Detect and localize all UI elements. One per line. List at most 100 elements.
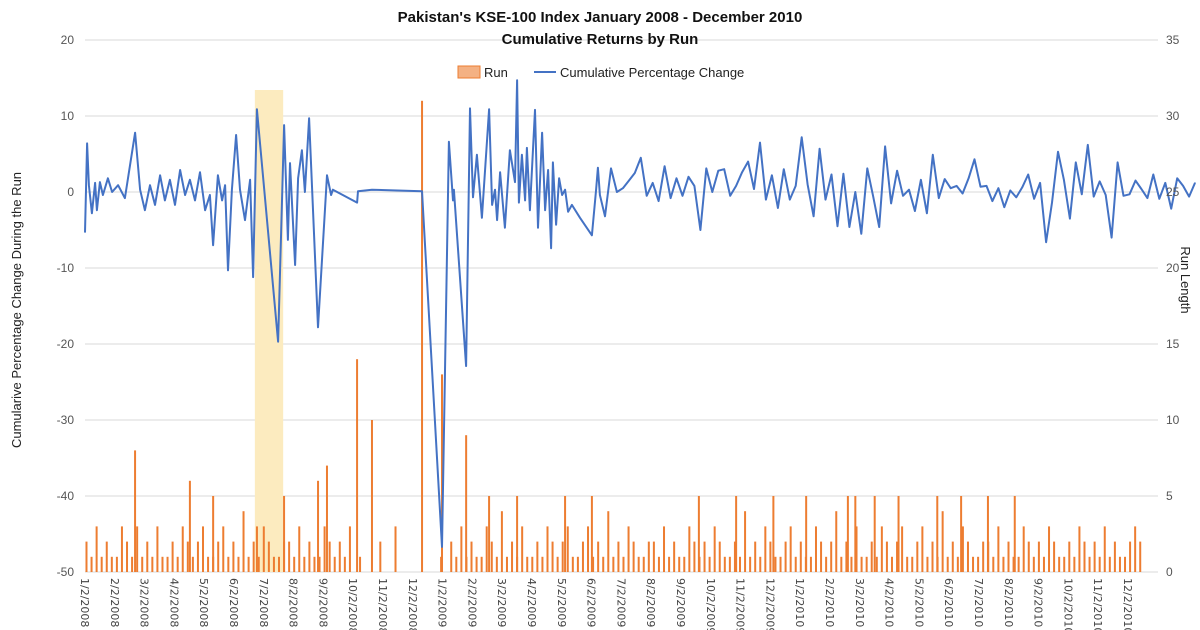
- run-bar: [1058, 556, 1061, 572]
- y-tick-label: -20: [57, 337, 75, 351]
- run-bar: [642, 556, 645, 572]
- run-bar: [754, 541, 757, 572]
- run-bar: [531, 556, 534, 572]
- line-point: [1105, 194, 1107, 196]
- run-bar: [830, 541, 833, 572]
- run-bar: [911, 556, 914, 572]
- run-bar: [1098, 556, 1101, 572]
- x-tick-label: 6/2/2010: [942, 578, 955, 627]
- line-point: [448, 141, 450, 143]
- line-point: [488, 108, 490, 110]
- line-point: [765, 199, 767, 201]
- line-point: [96, 209, 98, 211]
- run-bar: [257, 556, 260, 572]
- line-point: [967, 177, 970, 179]
- run-bar: [115, 556, 118, 572]
- cumulative-change-line: [84, 79, 1196, 548]
- run-bar: [475, 556, 478, 572]
- run-bar: [1053, 541, 1056, 572]
- line-point: [144, 209, 146, 211]
- line-point: [807, 183, 809, 185]
- legend-run-label: Run: [484, 65, 508, 80]
- line-point: [962, 192, 964, 195]
- line-point: [658, 200, 660, 202]
- line-point: [154, 204, 156, 206]
- run-bar: [946, 556, 949, 572]
- line-point: [221, 199, 223, 201]
- run-bar: [1103, 526, 1106, 572]
- line-point: [860, 233, 862, 235]
- run-bar: [961, 526, 964, 572]
- line-point: [979, 186, 982, 188]
- run-bar: [992, 556, 995, 572]
- y-tick-label: -30: [57, 413, 75, 427]
- line-point: [516, 79, 518, 81]
- line-point: [705, 167, 707, 170]
- line-point: [469, 107, 471, 109]
- run-bar: [897, 496, 900, 572]
- run-bar: [607, 511, 610, 572]
- line-point: [1033, 198, 1035, 200]
- line-point: [544, 209, 546, 211]
- run-bar: [956, 556, 959, 572]
- x-tick-label: 6/2/2008: [227, 578, 240, 627]
- run-bar: [966, 541, 969, 572]
- line-point: [1146, 197, 1148, 199]
- line-point: [217, 174, 219, 176]
- line-point: [524, 199, 526, 201]
- line-point: [289, 162, 291, 164]
- run-bar: [576, 556, 579, 572]
- line-point: [1051, 202, 1053, 204]
- y2-tick-label: 30: [1166, 109, 1180, 123]
- run-bar: [1078, 526, 1081, 572]
- run-bar: [772, 496, 775, 572]
- line-point: [628, 180, 630, 182]
- x-tick-label: 12/2/2009: [763, 578, 776, 630]
- run-bar: [455, 556, 458, 572]
- run-bar: [744, 511, 747, 572]
- run-bar: [176, 556, 179, 572]
- line-point: [526, 147, 528, 149]
- line-point: [244, 219, 246, 221]
- run-bar: [1129, 541, 1132, 572]
- line-point: [184, 194, 186, 196]
- run-bar: [495, 556, 498, 572]
- run-bar: [652, 541, 655, 572]
- run-bar: [323, 526, 326, 572]
- run-bar: [379, 541, 382, 572]
- run-bar: [860, 556, 863, 572]
- run-bar: [328, 541, 331, 572]
- x-tick-label: 9/2/2008: [316, 578, 329, 627]
- line-point: [472, 196, 474, 198]
- line-point: [759, 142, 761, 144]
- run-bar: [825, 556, 828, 572]
- line-point: [481, 217, 483, 219]
- line-point: [604, 215, 606, 217]
- run-bar: [343, 556, 346, 572]
- run-bar: [480, 556, 483, 572]
- line-point: [235, 134, 237, 136]
- run-bar: [126, 541, 129, 572]
- x-tick-label: 10/2/2010: [1061, 578, 1074, 630]
- y2-tick-label: 5: [1166, 489, 1173, 503]
- line-point: [938, 197, 940, 199]
- run-bar: [90, 556, 93, 572]
- run-bar: [441, 374, 444, 572]
- line-point: [326, 174, 328, 176]
- y2-tick-label: 0: [1166, 565, 1173, 579]
- line-point: [902, 195, 904, 197]
- y2-tick-label: 35: [1166, 33, 1180, 47]
- x-tick-label: 11/2/2010: [1091, 578, 1104, 630]
- line-point: [699, 229, 701, 231]
- x-tick-label: 8/2/2010: [1002, 578, 1015, 627]
- run-bar: [678, 556, 681, 572]
- line-point: [818, 148, 821, 150]
- run-bar: [846, 496, 849, 572]
- run-bar: [854, 496, 857, 572]
- run-bar: [688, 526, 691, 572]
- line-point: [729, 195, 731, 197]
- x-tick-label: 12/2/2010: [1121, 578, 1134, 630]
- run-bar: [885, 541, 888, 572]
- line-point: [84, 231, 86, 233]
- run-bar: [571, 556, 574, 572]
